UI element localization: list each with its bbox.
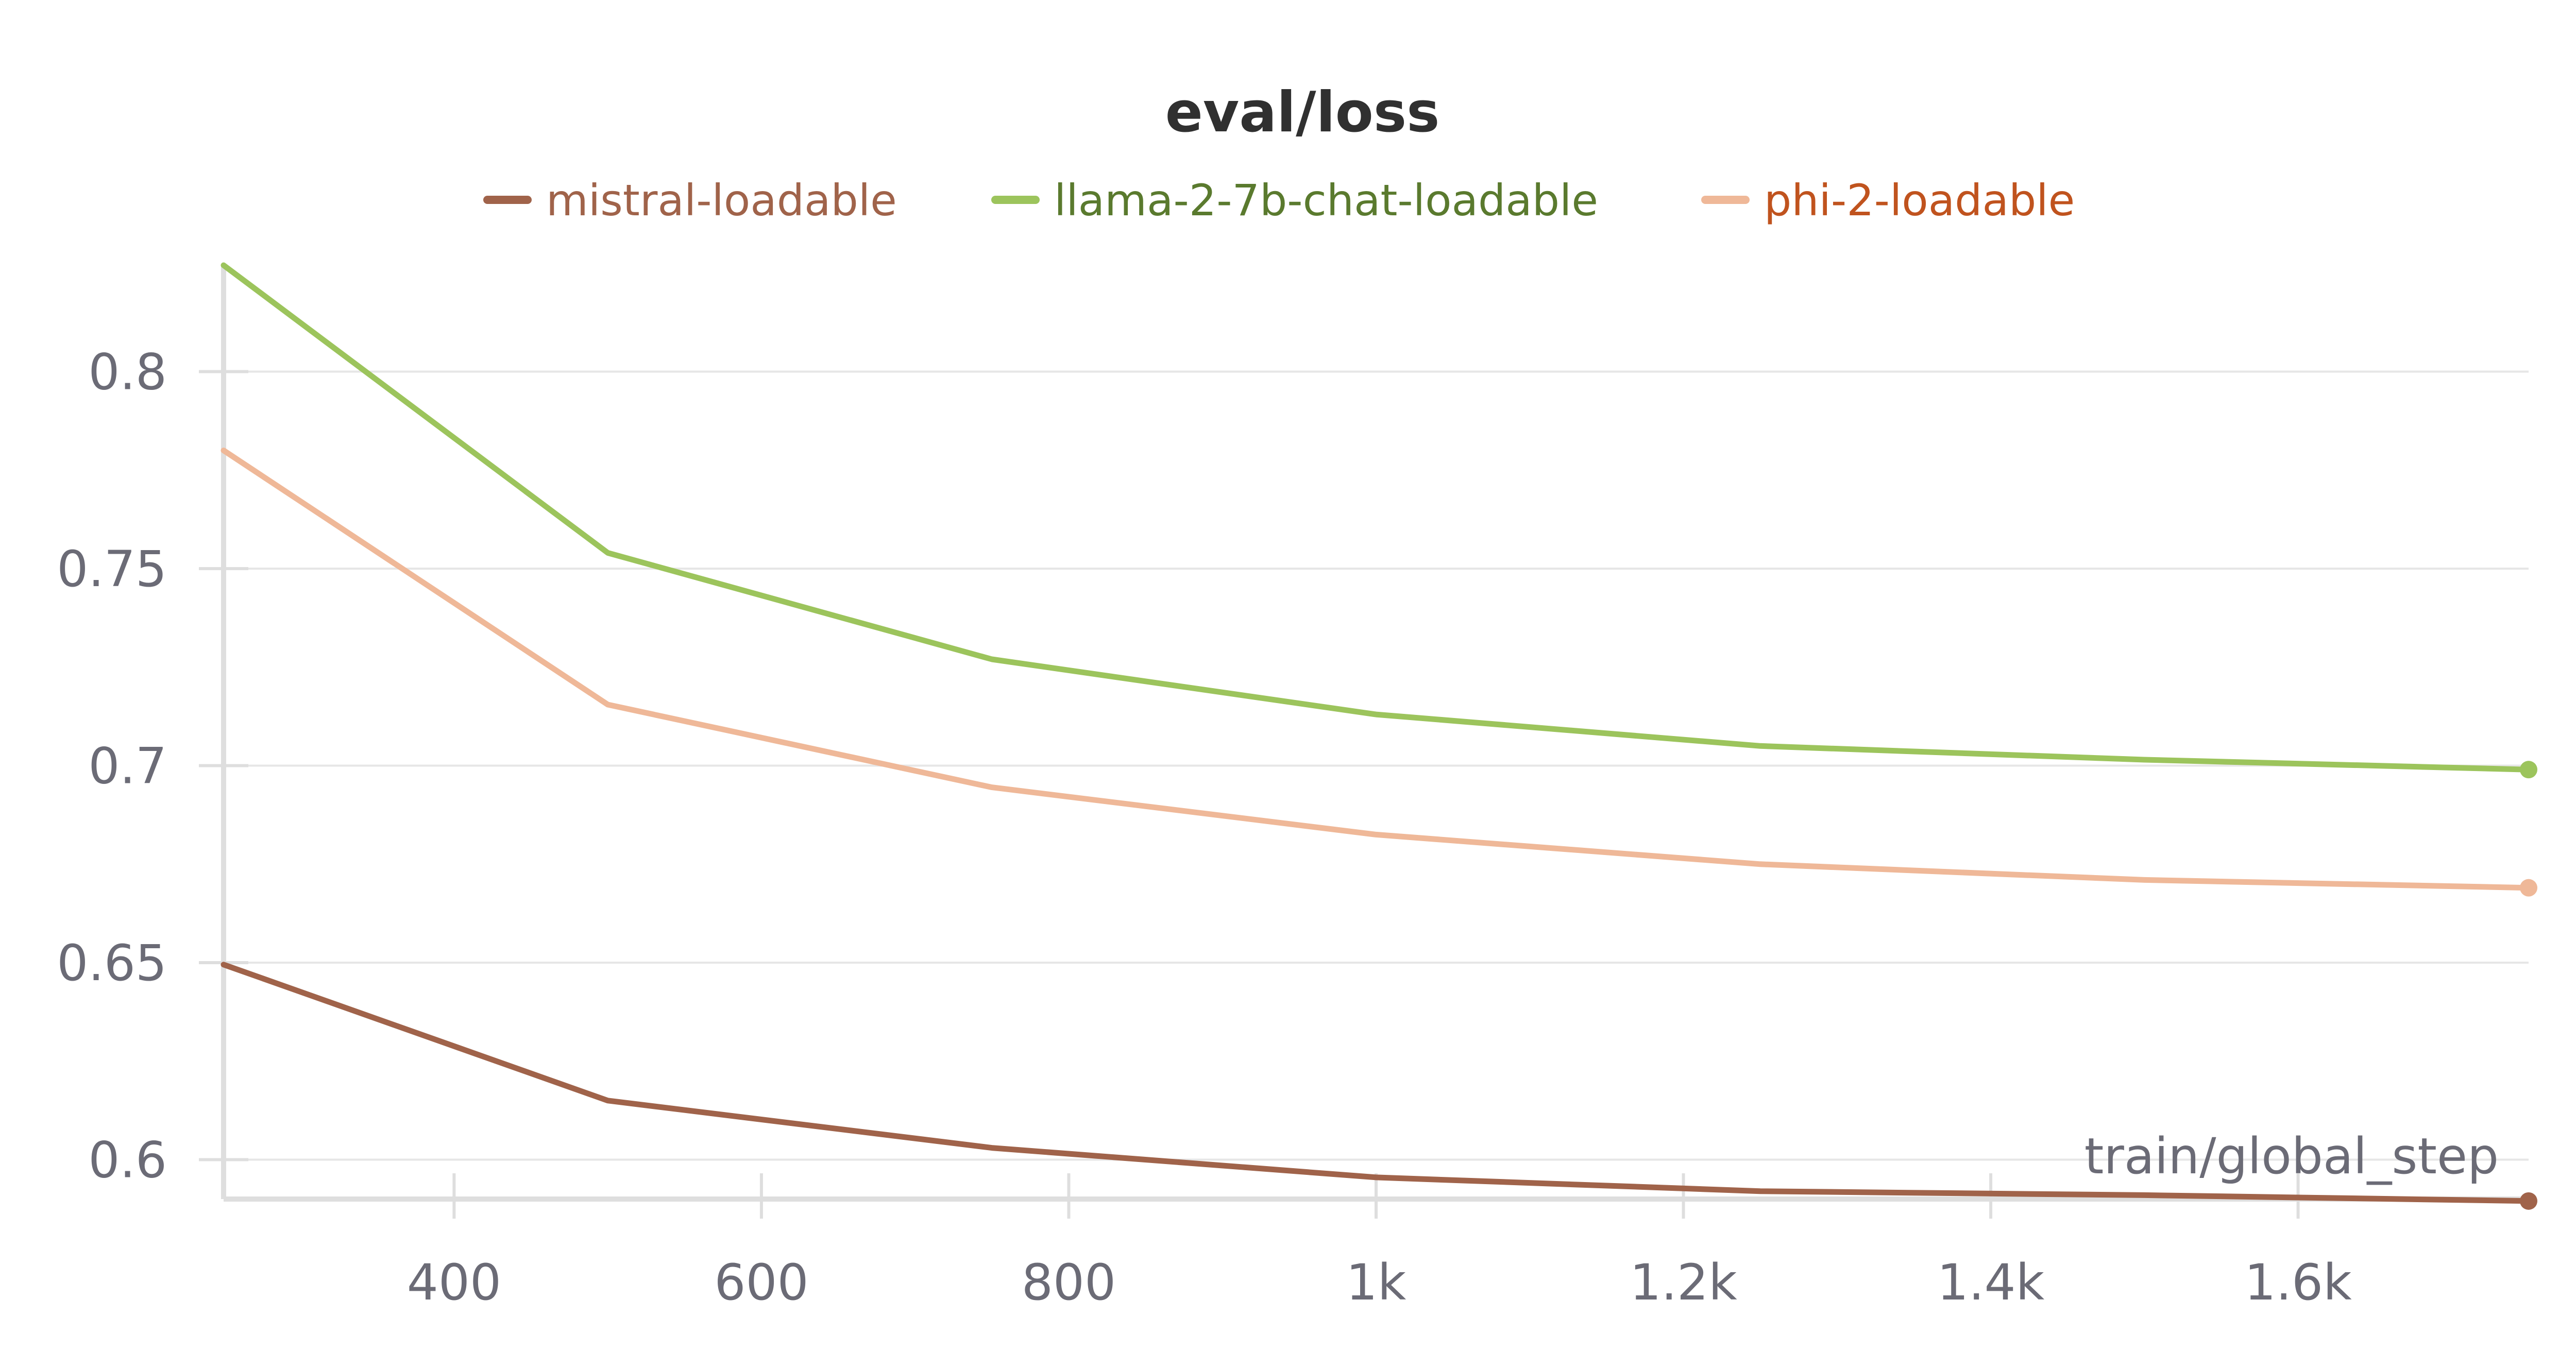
legend-label: mistral-loadable [546, 175, 897, 226]
series-lines [221, 262, 2537, 1210]
y-tick-label: 0.65 [57, 934, 167, 992]
series-line [221, 448, 2532, 891]
x-tick-label: 1.4k [1937, 1254, 2045, 1311]
y-tick-label: 0.6 [88, 1132, 167, 1189]
legend-label: phi-2-loadable [1764, 175, 2075, 226]
x-tick-label: 800 [1022, 1254, 1116, 1311]
y-tick-label: 0.75 [57, 540, 167, 598]
series-end-marker [2520, 879, 2537, 897]
legend-label: llama-2-7b-chat-loadable [1054, 175, 1598, 226]
chart-title: eval/loss [1165, 80, 1440, 145]
grid-lines [224, 370, 2529, 1161]
x-axis-label: train/global_step [2084, 1127, 2499, 1185]
x-tick-label: 1.2k [1630, 1254, 1737, 1311]
x-tick-label: 400 [407, 1254, 501, 1311]
y-tick-label: 0.7 [88, 738, 167, 795]
series-line [221, 262, 2532, 773]
legend: mistral-loadable llama-2-7b-chat-loadable… [483, 175, 2075, 226]
series-end-marker [2520, 1192, 2537, 1210]
x-tick-label: 600 [714, 1254, 808, 1311]
x-tick-label: 1.6k [2244, 1254, 2352, 1311]
series-line [221, 962, 2532, 1204]
x-tick-label: 1k [1346, 1254, 1406, 1311]
series-end-marker [2520, 761, 2537, 779]
y-tick-label: 0.8 [88, 344, 167, 401]
axes: 0.6 0.65 0.7 0.75 0.8 400 600 800 1k 1.2k 1.4k 1.6k [57, 265, 2529, 1311]
